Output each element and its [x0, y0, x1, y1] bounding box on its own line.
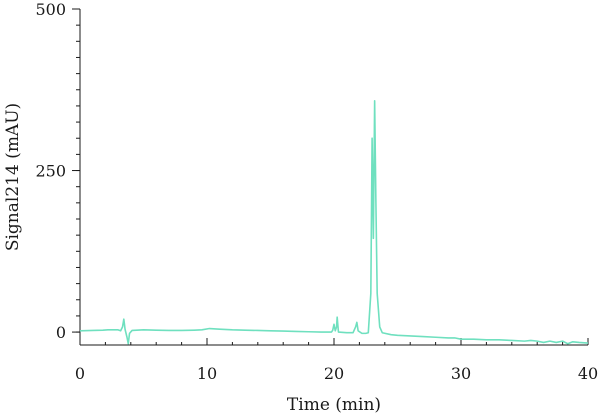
x-tick-label: 40 [578, 364, 598, 383]
y-tick-label: 500 [35, 0, 66, 19]
x-tick-label: 30 [451, 364, 471, 383]
x-tick-label: 0 [75, 364, 85, 383]
y-tick-label: 250 [35, 162, 66, 181]
axis-ticks: 0 10 20 30 40 0 250 500 [35, 0, 598, 383]
y-tick-label: 0 [56, 323, 66, 342]
plot-area [79, 99, 589, 345]
x-tick-label: 10 [197, 364, 217, 383]
y-axis-title: Signal214 (mAU) [3, 103, 23, 251]
x-axis-title: Time (min) [287, 395, 381, 413]
x-tick-label: 20 [324, 364, 344, 383]
signal-line [79, 99, 589, 345]
